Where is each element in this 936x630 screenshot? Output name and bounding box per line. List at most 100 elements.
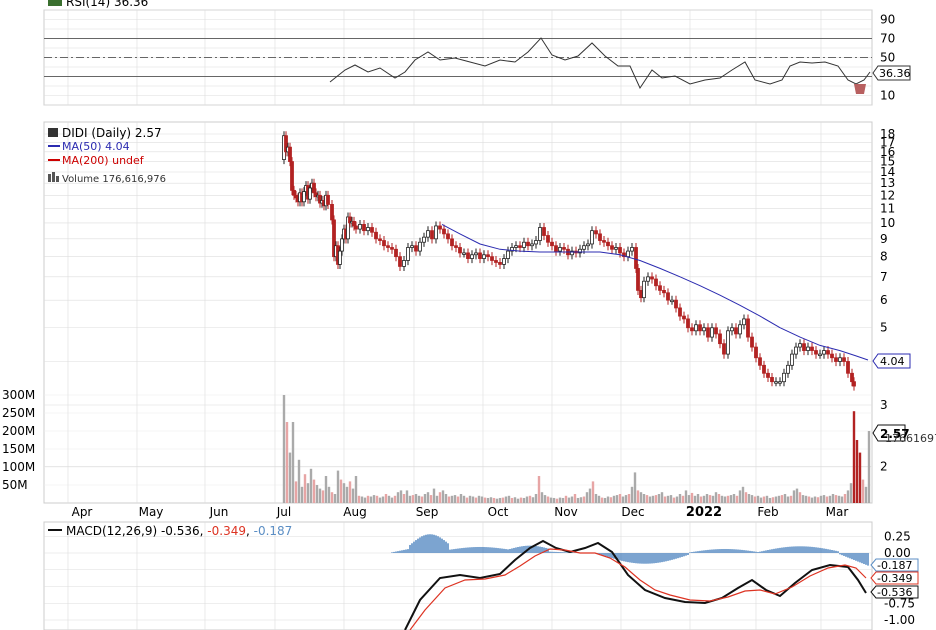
volume-bar — [828, 495, 832, 503]
candle-body — [730, 327, 734, 332]
histogram-bar — [617, 553, 619, 560]
histogram-bar — [755, 551, 757, 553]
volume-bar — [546, 496, 550, 503]
macd-signal-tag: -0.349 — [870, 571, 919, 585]
histogram-bar — [487, 547, 489, 553]
candle-body — [570, 250, 574, 256]
candle-body — [842, 357, 846, 362]
volume-bar — [606, 496, 610, 503]
candle-body — [846, 361, 850, 374]
volume-bar — [675, 496, 679, 503]
volume-bar — [462, 495, 466, 503]
candle-body — [406, 247, 410, 261]
candle-body — [682, 315, 686, 320]
volume-tick: 150M — [2, 442, 35, 456]
volume-bar — [429, 495, 433, 503]
histogram-bar — [687, 553, 689, 555]
candle-body — [758, 357, 762, 366]
histogram-bar — [647, 553, 649, 564]
candle-body — [426, 230, 430, 238]
volume-bar — [510, 497, 514, 503]
histogram-bar — [805, 546, 807, 553]
histogram-bar — [465, 547, 467, 553]
volume-bar — [456, 496, 460, 503]
volume-bar — [381, 496, 385, 503]
candle-body — [774, 381, 778, 384]
volume-bar — [375, 495, 379, 503]
candle-body — [326, 194, 330, 205]
histogram-bar — [791, 546, 793, 553]
macd-tick: -0.75 — [884, 596, 915, 610]
volume-bar — [558, 497, 562, 503]
volume-bar — [579, 497, 583, 503]
histogram-bar — [605, 553, 607, 557]
ma50-line — [441, 223, 869, 361]
candle-body — [362, 224, 366, 232]
volume-bar — [819, 495, 823, 503]
candle-body — [622, 252, 626, 258]
histogram-bar — [427, 534, 429, 553]
volume-bar — [312, 479, 316, 503]
volume-bar — [330, 492, 334, 503]
volume-bar — [672, 497, 676, 503]
histogram-bar — [721, 549, 723, 553]
candle-body — [312, 182, 316, 194]
volume-bar — [309, 468, 313, 503]
histogram-bar — [775, 548, 777, 553]
histogram-bar — [675, 553, 677, 559]
svg-text:-0.349: -0.349 — [877, 572, 912, 585]
candle-body — [734, 327, 738, 335]
price-tick: 15 — [880, 155, 895, 169]
histogram-bar — [525, 545, 527, 553]
candle-body — [358, 224, 362, 230]
histogram-bar — [821, 548, 823, 553]
candle-body — [790, 353, 794, 366]
volume-bar — [315, 485, 319, 503]
volume-bar — [372, 495, 376, 503]
volume-bar — [402, 494, 406, 503]
candle-body — [530, 243, 534, 247]
volume-bar — [363, 497, 367, 503]
candle-body — [340, 238, 344, 252]
svg-text:176616976: 176616976 — [885, 432, 936, 445]
histogram-bar — [537, 546, 539, 553]
volume-bar — [756, 495, 760, 503]
histogram-bar — [747, 550, 749, 553]
histogram-bar — [739, 549, 741, 553]
svg-text:-0.187: -0.187 — [877, 559, 912, 572]
histogram-bar — [669, 553, 671, 561]
histogram-bar — [703, 550, 705, 553]
histogram-bar — [543, 547, 545, 553]
macd-label: MACD(12,26,9) — [66, 524, 157, 538]
volume-bar — [777, 495, 781, 503]
volume-bar — [357, 495, 361, 503]
candle-body — [642, 280, 646, 299]
price-panel: 18171615141312111098765432300M250M200M15… — [2, 121, 936, 520]
volume-bar — [735, 495, 739, 503]
histogram-bar — [653, 553, 655, 564]
candle-body — [546, 235, 550, 243]
histogram-bar — [831, 550, 833, 553]
histogram-bar — [767, 550, 769, 553]
histogram-bar — [715, 549, 717, 553]
candle-body — [754, 346, 758, 359]
candle-body — [806, 346, 810, 351]
histogram-bar — [711, 549, 713, 553]
histogram-bar — [565, 552, 567, 553]
histogram-bar — [837, 551, 839, 553]
volume-bar — [441, 490, 445, 503]
price-tick: 2 — [880, 459, 888, 473]
histogram-bar — [517, 547, 519, 553]
histogram-bar — [403, 549, 405, 553]
candle-body — [502, 258, 506, 265]
candle-body — [666, 292, 670, 301]
histogram-bar — [395, 551, 397, 553]
histogram-bar — [815, 547, 817, 553]
candle-body — [454, 245, 458, 248]
histogram-bar — [863, 553, 865, 564]
volume-bar — [603, 497, 607, 503]
histogram-bar — [501, 548, 503, 553]
histogram-bar — [619, 553, 621, 561]
candle-body — [374, 231, 378, 240]
macd-value: -0.536 — [161, 524, 200, 538]
